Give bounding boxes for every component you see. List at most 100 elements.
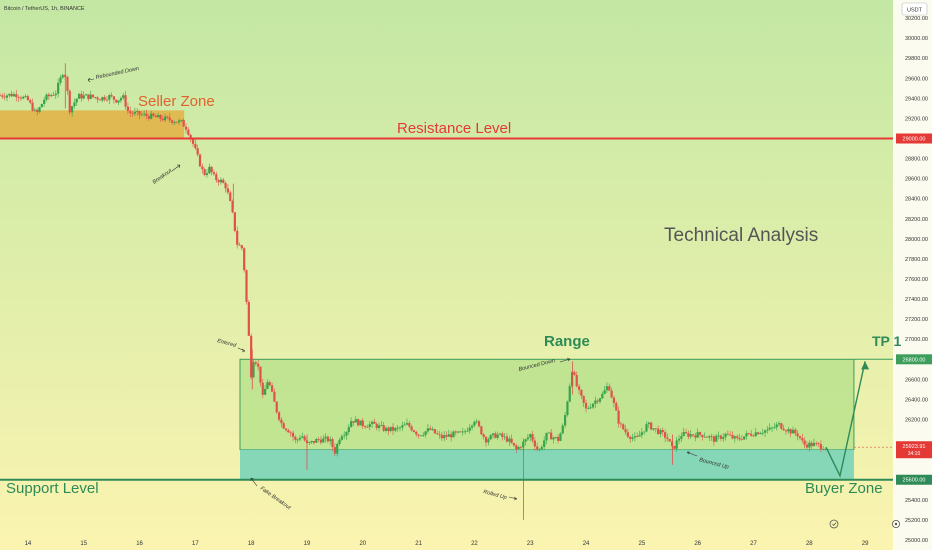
candle-body xyxy=(501,433,504,438)
candle-body xyxy=(650,422,653,430)
y-tick-label: 29400.00 xyxy=(905,96,928,102)
candle-body xyxy=(157,114,160,118)
candle-body xyxy=(82,95,85,99)
candle-body xyxy=(368,424,371,427)
candle-body xyxy=(98,99,102,101)
candle-body xyxy=(733,436,736,439)
candle-body xyxy=(794,429,797,434)
candle-body xyxy=(173,122,176,124)
goto-realtime-icon[interactable] xyxy=(829,519,839,529)
candle-body xyxy=(601,393,604,399)
candle-body xyxy=(412,430,416,432)
candle-body xyxy=(666,437,669,440)
symbol-title: Bitcoin / TetherUS, 1h, BINANCE xyxy=(4,6,85,12)
candle-body xyxy=(801,438,804,441)
candle-body xyxy=(396,427,399,429)
candle-body xyxy=(438,434,441,435)
candle-body xyxy=(515,445,518,450)
candle-body xyxy=(419,435,423,437)
candle-body xyxy=(347,427,350,433)
candle-body xyxy=(675,440,678,449)
candle-body xyxy=(198,154,202,167)
candle-body xyxy=(291,432,295,437)
y-tick-label: 29200.00 xyxy=(905,116,928,122)
candle-body xyxy=(0,95,2,97)
candle-body xyxy=(661,430,664,433)
candle-body xyxy=(461,431,464,433)
candle-body xyxy=(40,104,43,108)
candle-body xyxy=(573,372,576,375)
candle-body xyxy=(161,118,164,121)
candle-body xyxy=(94,97,97,98)
candle-body xyxy=(43,99,46,105)
candle-body xyxy=(245,270,248,303)
candle-body xyxy=(338,439,341,444)
x-tick-label: 22 xyxy=(471,541,478,547)
candle-body xyxy=(277,412,281,420)
candle-body xyxy=(668,439,671,442)
candle-body xyxy=(724,433,727,438)
candle-body xyxy=(138,111,141,115)
candle-body xyxy=(568,386,571,402)
candle-body xyxy=(189,134,192,139)
candle-body xyxy=(677,438,681,441)
candle-body xyxy=(457,431,460,433)
candle-body xyxy=(640,432,643,436)
y-tick-label: 25000.00 xyxy=(905,538,928,544)
candle-body xyxy=(84,94,88,96)
candle-body xyxy=(377,425,381,429)
range-top-price-tag-bg xyxy=(896,354,932,365)
candle-body xyxy=(394,427,397,431)
price-axis-background xyxy=(893,0,932,550)
candle-body xyxy=(498,433,502,435)
candle-body xyxy=(354,419,357,423)
candle-body xyxy=(459,431,462,433)
candle-body xyxy=(468,427,471,431)
candle-body xyxy=(731,435,734,439)
candle-body xyxy=(240,245,243,249)
candle-body xyxy=(647,422,650,425)
candle-body xyxy=(710,436,713,438)
candle-body xyxy=(684,432,688,434)
candle-body xyxy=(170,120,174,123)
y-tick-label: 28200.00 xyxy=(905,217,928,223)
candle-body xyxy=(247,302,250,336)
candle-body xyxy=(194,143,197,149)
arrow-icon xyxy=(87,77,95,83)
candle-body xyxy=(454,431,457,433)
candle-body xyxy=(196,148,199,155)
candle-body xyxy=(770,427,774,429)
candle-body xyxy=(440,434,443,439)
candle-body xyxy=(812,442,816,447)
candle-body xyxy=(777,423,781,425)
candle-body xyxy=(108,95,111,100)
candle-body xyxy=(612,397,616,404)
candle-body xyxy=(705,436,709,438)
candle-body xyxy=(187,129,190,135)
candle-body xyxy=(336,443,339,454)
candle-body xyxy=(1,95,4,97)
candle-body xyxy=(19,97,23,99)
candle-body xyxy=(350,421,353,428)
support-price-tag: 25600.00 xyxy=(903,478,926,484)
candle-body xyxy=(26,96,30,101)
arrow-icon xyxy=(686,451,698,457)
candle-body xyxy=(261,382,264,395)
candle-body xyxy=(722,437,725,439)
candle-body xyxy=(484,436,488,443)
candle-body xyxy=(652,428,655,430)
y-tick-label: 26200.00 xyxy=(905,418,928,424)
technical-analysis-label: Technical Analysis xyxy=(664,225,818,246)
x-tick-label: 25 xyxy=(639,541,646,547)
currency-button[interactable]: USDT xyxy=(901,2,928,16)
candle-body xyxy=(166,116,169,118)
candle-body xyxy=(287,430,290,433)
candle-body xyxy=(489,435,492,440)
settings-gear-icon[interactable] xyxy=(892,520,901,529)
candle-body xyxy=(140,114,143,116)
candle-body xyxy=(284,428,288,431)
x-tick-label: 17 xyxy=(192,541,199,547)
candle-body xyxy=(273,391,276,402)
candle-body xyxy=(561,425,564,434)
